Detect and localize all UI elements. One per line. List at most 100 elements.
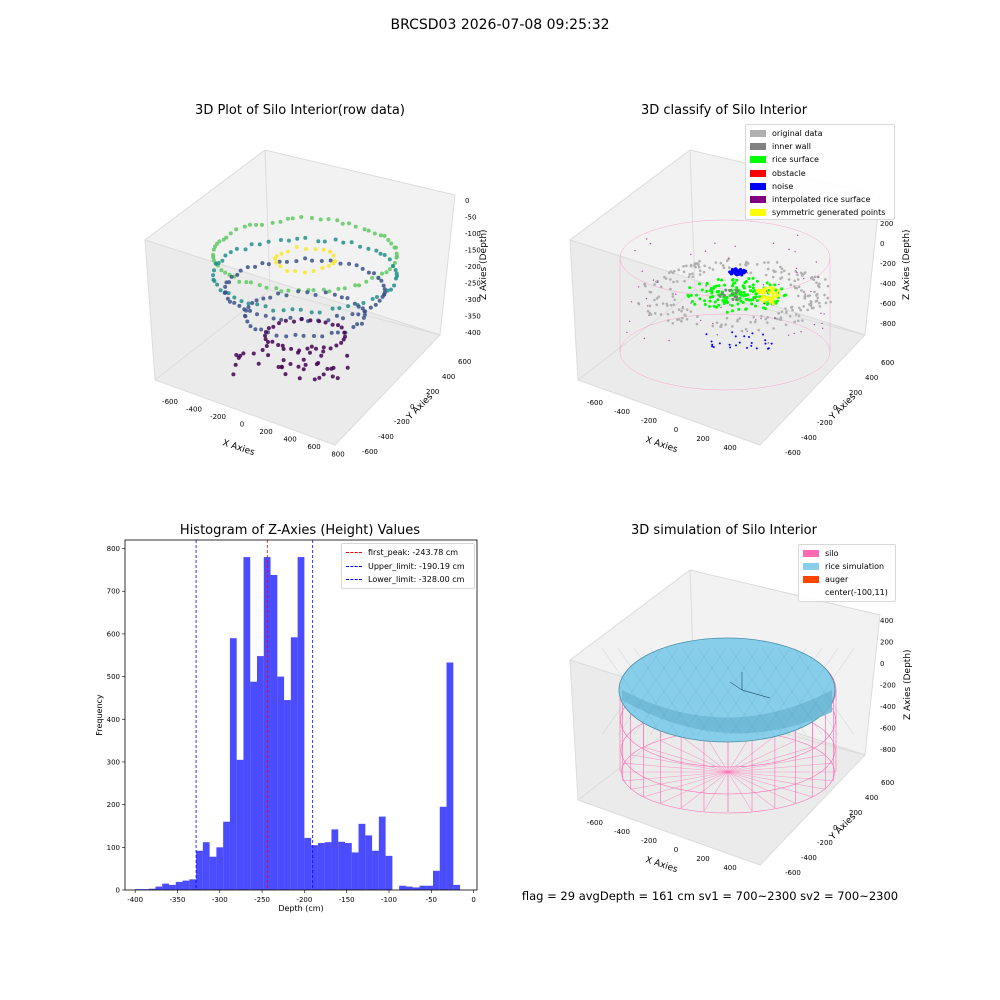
raw-z-tick: -400 (465, 329, 481, 337)
classify-point (734, 245, 736, 248)
raw-point (302, 270, 307, 275)
raw-point (307, 350, 312, 355)
raw-point (257, 242, 262, 247)
classify-point (717, 303, 721, 307)
raw-point (278, 219, 283, 224)
classify-legend-item: noise (750, 180, 894, 193)
raw-point (382, 290, 387, 295)
histogram-bar (243, 557, 251, 890)
raw-point (212, 279, 217, 284)
classify-point (751, 286, 755, 290)
raw-z-tick: -250 (465, 280, 481, 288)
raw-point (271, 316, 276, 321)
raw-point (254, 222, 259, 227)
raw-point (219, 268, 224, 273)
classify-point (745, 298, 749, 302)
simulation-z-tick: -400 (880, 703, 896, 711)
rice-mesh-line (761, 647, 823, 736)
classify-point (774, 317, 776, 319)
raw-point (215, 282, 220, 287)
figure-title: BRCSD03 2026-07-08 09:25:32 (390, 17, 610, 33)
raw-point (313, 292, 318, 297)
raw-point (389, 241, 394, 246)
classify-point (711, 268, 715, 271)
classify-point (764, 297, 768, 301)
classify-point (734, 269, 738, 273)
classify-point (734, 290, 738, 294)
raw-point (340, 221, 345, 226)
classify-point (741, 271, 745, 275)
classify-point (762, 290, 766, 294)
classify-point (826, 284, 830, 288)
raw-point (223, 253, 228, 258)
histogram-legend-line-icon (346, 565, 362, 567)
classify-point (739, 290, 743, 294)
classify-point (731, 293, 735, 297)
classify-point (725, 259, 729, 263)
classify-point (715, 305, 719, 309)
classify-point (734, 293, 738, 297)
classify-point (772, 299, 776, 303)
classify-point (813, 323, 816, 326)
histogram-bar (338, 841, 345, 890)
classify-point (729, 304, 731, 306)
classify-point (787, 334, 790, 336)
histogram-bar (399, 885, 406, 890)
raw-point (330, 306, 335, 311)
histogram-bar (290, 637, 298, 890)
histogram-bar (311, 845, 318, 890)
histogram-bar (405, 886, 413, 890)
classify-legend: original data inner wall rice surface obsta… (745, 124, 895, 220)
classify-point (766, 347, 769, 350)
classify-legend-item: inner wall (750, 140, 894, 153)
classify-point (760, 314, 763, 318)
classify-z-tick: -400 (880, 280, 896, 288)
classify-point (748, 289, 752, 293)
raw-point (342, 330, 347, 335)
histogram-title: Histogram of Z-Axies (Height) Values (179, 523, 421, 538)
rice-mesh-line (697, 647, 759, 736)
classify-point (764, 339, 767, 342)
classify-legend-label: inner wall (772, 142, 812, 152)
silo-floor-spoke (727, 771, 776, 809)
raw-x-tick: 600 (307, 443, 320, 451)
classify-point (804, 293, 806, 295)
classify-point (734, 272, 738, 276)
classify-point (759, 297, 763, 301)
raw-point (316, 318, 321, 323)
raw-point (321, 349, 326, 354)
classify-point (738, 296, 742, 300)
raw-point (322, 239, 327, 244)
classify-point (764, 317, 768, 321)
classify-point (730, 303, 734, 307)
raw-point (221, 237, 226, 242)
raw-point (356, 304, 361, 309)
classify-point (760, 317, 762, 320)
raw-point (303, 362, 308, 367)
classify-point (756, 288, 760, 292)
raw-point (211, 273, 216, 278)
rice-mesh-line (777, 647, 839, 736)
classify-point (730, 293, 734, 297)
silo-floor-spoke (622, 762, 729, 773)
simulation-legend-item: silo (803, 547, 895, 560)
classify-point (775, 299, 779, 303)
classify-point (770, 296, 774, 300)
classify-point (769, 299, 773, 303)
raw-x-tick: 800 (331, 451, 344, 459)
classify-point (689, 263, 693, 267)
classify-point (705, 285, 707, 287)
classify-point (795, 286, 799, 290)
histogram-bar (331, 829, 339, 890)
raw-point (360, 306, 365, 311)
raw-z-tick: -150 (465, 247, 481, 255)
classify-point (737, 290, 741, 294)
raw-point (362, 227, 367, 232)
classify-point (796, 278, 800, 281)
raw-point (330, 322, 335, 327)
classify-point (695, 322, 699, 326)
classify-point (739, 267, 743, 271)
raw-point (387, 257, 392, 262)
raw-point (211, 277, 216, 282)
classify-point (788, 248, 790, 251)
